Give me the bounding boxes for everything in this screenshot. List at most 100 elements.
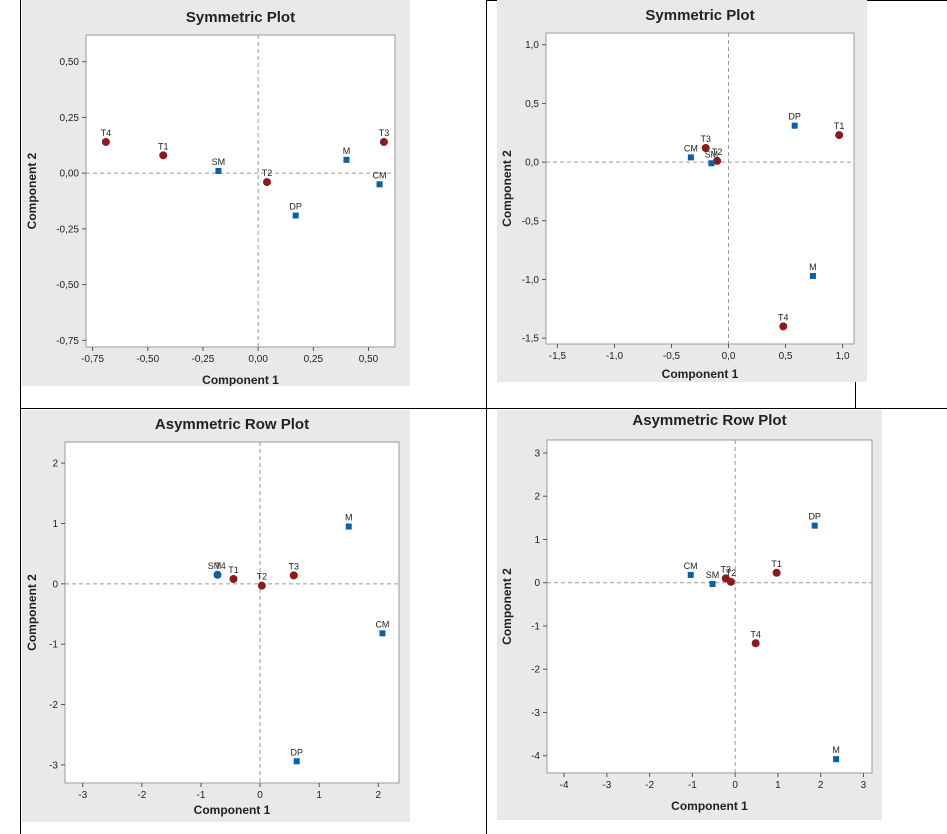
plot-area [546, 439, 873, 774]
data-point-cm [687, 154, 694, 161]
point-label-t2: T2 [726, 568, 737, 578]
data-point-cm [376, 181, 383, 188]
y-tick-label: 2 [52, 459, 58, 470]
y-tick-label: 1 [534, 535, 540, 546]
plot-area [545, 32, 855, 345]
point-label-cm: CM [684, 561, 698, 571]
point-label-m: M [809, 262, 817, 272]
data-point-t4 [751, 639, 760, 648]
point-label-sm: SM [705, 149, 719, 159]
x-tick-label: -2 [137, 790, 146, 801]
data-point-dp [293, 758, 300, 765]
y-tick-label: 0,0 [525, 158, 539, 169]
x-tick-label: 0 [257, 790, 263, 801]
point-label-m: M [345, 512, 353, 522]
point-label-t3: T3 [720, 564, 731, 574]
x-tick-label: -0,25 [192, 354, 215, 365]
data-point-t1 [159, 151, 168, 160]
y-tick-label: -1 [49, 640, 58, 651]
x-tick-label: 1,0 [836, 351, 850, 362]
y-tick-label: -2 [49, 700, 58, 711]
y-tick-label: -1 [531, 621, 540, 632]
data-point-sm [708, 160, 715, 167]
x-tick-label: 0,5 [779, 351, 793, 362]
x-axis-label: Component 1 [202, 373, 279, 386]
y-tick-label: 0 [534, 578, 540, 589]
data-point-m [809, 272, 816, 279]
x-axis-label: Component 1 [194, 803, 271, 817]
y-axis-label: Component 2 [25, 574, 39, 651]
point-label-t1: T1 [158, 141, 169, 151]
y-tick-label: 0 [52, 579, 58, 590]
point-label-dp: DP [290, 747, 303, 757]
point-label-m: M [343, 146, 351, 156]
point-label-t3: T3 [289, 561, 300, 571]
point-label-t4: T4 [101, 128, 112, 138]
y-tick-label: -0,50 [56, 280, 79, 291]
x-tick-label: 0,00 [248, 354, 268, 365]
y-tick-label: 0,25 [60, 113, 80, 124]
x-axis-label: Component 1 [671, 799, 748, 813]
point-label-dp: DP [289, 202, 302, 212]
chart-panel-asymmetric-2: Asymmetric Row Plot -4 -3 -2 -1 0 1 2 3 -4 -3 -2 -1 0… [497, 410, 882, 820]
point-label-t2: T2 [257, 572, 268, 582]
symmetric-plot-2: Symmetric Plot -1,5 -1,0 -0,5 0,0 0,5 1,0 -1,5 -… [497, 0, 867, 382]
data-point-cm [379, 630, 386, 637]
data-point-t3 [701, 144, 710, 153]
x-tick-label: 2 [818, 780, 824, 791]
data-point-t2 [257, 581, 266, 590]
x-tick-label: -1 [688, 780, 697, 791]
chart-panel-symmetric-2: Symmetric Plot -1,5 -1,0 -0,5 0,0 0,5 1,0 -1,5 -… [497, 0, 867, 382]
point-label-m: M [832, 745, 840, 755]
data-point-cm [687, 571, 694, 578]
point-label-t3: T3 [379, 128, 390, 138]
asymmetric-row-plot-2: Asymmetric Row Plot -4 -3 -2 -1 0 1 2 3 -4 -3 -2 -1 0… [497, 410, 882, 820]
x-tick-label: -1,0 [606, 351, 624, 362]
x-tick-label: -1 [197, 790, 206, 801]
x-tick-label: -3 [78, 790, 87, 801]
point-label-t3: T3 [700, 134, 711, 144]
chart-panel-asymmetric-1: Asymmetric Row Plot -3 -2 -1 0 1 2 -3 -2 -1 0 1 2 Com… [22, 410, 410, 822]
x-tick-label: 1 [316, 790, 322, 801]
y-tick-label: -3 [531, 708, 540, 719]
x-tick-label: 2 [376, 790, 382, 801]
data-point-m [343, 156, 350, 163]
x-tick-label: -0,5 [663, 351, 681, 362]
x-tick-label: 0 [732, 780, 738, 791]
y-tick-label: 0,00 [60, 169, 80, 180]
x-tick-label: -0,50 [136, 354, 159, 365]
chart-title: Symmetric Plot [186, 9, 295, 26]
point-label-sm: SM [706, 570, 720, 580]
data-point-t1 [229, 575, 238, 584]
asymmetric-row-plot-1: Asymmetric Row Plot -3 -2 -1 0 1 2 -3 -2 -1 0 1 2 Com… [22, 410, 410, 822]
y-tick-label: -1,0 [522, 275, 540, 286]
data-point-t3 [289, 571, 298, 580]
point-label-t4: T4 [778, 312, 789, 322]
chart-title: Asymmetric Row Plot [632, 412, 786, 429]
x-axis-label: Component 1 [662, 367, 739, 381]
x-tick-label: 1 [775, 780, 781, 791]
y-tick-label: -4 [531, 751, 540, 762]
y-tick-label: 1,0 [525, 40, 539, 51]
data-point-m [345, 523, 352, 530]
y-tick-label: 3 [534, 448, 540, 459]
point-label-sm: SM [212, 157, 226, 167]
point-label-cm: CM [373, 170, 387, 180]
x-tick-label: -3 [602, 780, 611, 791]
x-tick-label: -1,5 [549, 351, 567, 362]
point-label-cm: CM [684, 143, 698, 153]
chart-title: Symmetric Plot [645, 7, 754, 24]
x-tick-label: 0,50 [359, 354, 379, 365]
chart-title: Asymmetric Row Plot [155, 416, 309, 433]
plot-area [85, 34, 396, 348]
y-tick-label: 1 [52, 519, 58, 530]
point-label-dp: DP [788, 112, 801, 122]
y-tick-label: -2 [531, 665, 540, 676]
data-point-sm [215, 167, 222, 174]
y-tick-label: -1,5 [522, 334, 540, 345]
point-label-t4: T4 [215, 561, 226, 571]
y-tick-label: 0,5 [525, 99, 539, 110]
point-label-t1: T1 [771, 559, 782, 569]
point-label-t1: T1 [834, 121, 845, 131]
x-tick-label: 0,25 [304, 354, 324, 365]
